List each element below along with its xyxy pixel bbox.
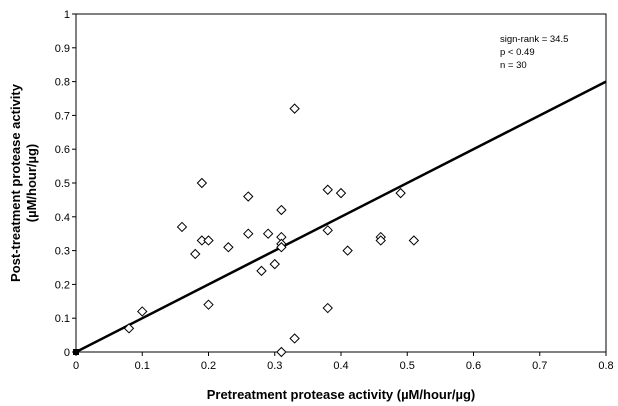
y-tick-label: 1 (64, 9, 70, 21)
y-tick-label: 0 (64, 347, 70, 359)
data-point (342, 245, 353, 256)
y-tick-label: 0.1 (55, 313, 70, 325)
data-point (375, 235, 386, 246)
annotation-p-value: p < 0.49 (500, 47, 535, 58)
x-tick-label: 0.5 (400, 360, 415, 372)
y-tick-label: 0.7 (55, 110, 70, 122)
annotation-sign-rank: sign-rank = 34.5 (500, 34, 568, 45)
x-tick-label: 0 (73, 360, 79, 372)
data-point (176, 221, 188, 233)
data-point (276, 242, 287, 253)
data-point (322, 225, 333, 236)
data-point (322, 184, 333, 195)
y-tick-labels: 0 0.1 0.2 0.3 0.4 0.5 0.6 0.7 0.8 0.9 1 (55, 9, 70, 359)
x-tick-label: 0.4 (333, 360, 348, 372)
x-tick-label: 0.1 (135, 360, 150, 372)
y-tick-label: 0.5 (55, 178, 70, 190)
data-point (289, 333, 300, 344)
y-axis-title-line2: (µM/hour/µg) (24, 144, 39, 223)
x-tick-label: 0.3 (267, 360, 282, 372)
data-point (289, 103, 300, 114)
data-point (123, 323, 135, 334)
data-point (243, 191, 254, 202)
data-point (262, 228, 274, 239)
data-point (137, 306, 148, 317)
data-point (243, 228, 254, 239)
y-tick-label: 0.4 (55, 212, 70, 224)
data-point (395, 187, 406, 199)
data-point (203, 235, 214, 246)
x-tick-label: 0.6 (466, 360, 481, 372)
y-axis-title-line1: Post-treatment protease activity (8, 83, 23, 282)
data-point (269, 258, 280, 270)
y-tick-label: 0.8 (55, 77, 70, 89)
stats-annotation: sign-rank = 34.5 p < 0.49 n = 30 (500, 34, 568, 71)
data-points (123, 103, 420, 358)
x-axis-title: Pretreatment protease activity (µM/hour/… (207, 387, 476, 402)
y-tick-label: 0.9 (55, 43, 70, 55)
data-point (223, 242, 234, 253)
x-tick-label: 0.7 (532, 360, 547, 372)
y-tick-label: 0.3 (55, 246, 70, 258)
x-tick-label: 0.2 (201, 360, 216, 372)
origin-marker (73, 349, 79, 355)
data-point (256, 265, 267, 277)
regression-line (75, 80, 607, 354)
x-tick-labels: 0 0.1 0.2 0.3 0.4 0.5 0.6 0.7 0.8 (73, 360, 614, 372)
data-point (408, 235, 420, 246)
x-tick-label: 0.8 (598, 360, 613, 372)
y-tick-label: 0.6 (55, 144, 70, 156)
y-tick-label: 0.2 (55, 279, 70, 291)
data-point (196, 177, 208, 189)
y-axis-title: Post-treatment protease activity (µM/hou… (8, 83, 39, 282)
data-point (276, 346, 287, 358)
data-point (276, 204, 287, 216)
annotation-n: n = 30 (500, 60, 527, 71)
data-point (203, 299, 214, 310)
data-point (190, 248, 201, 260)
data-point (335, 187, 347, 199)
data-point (322, 302, 333, 314)
